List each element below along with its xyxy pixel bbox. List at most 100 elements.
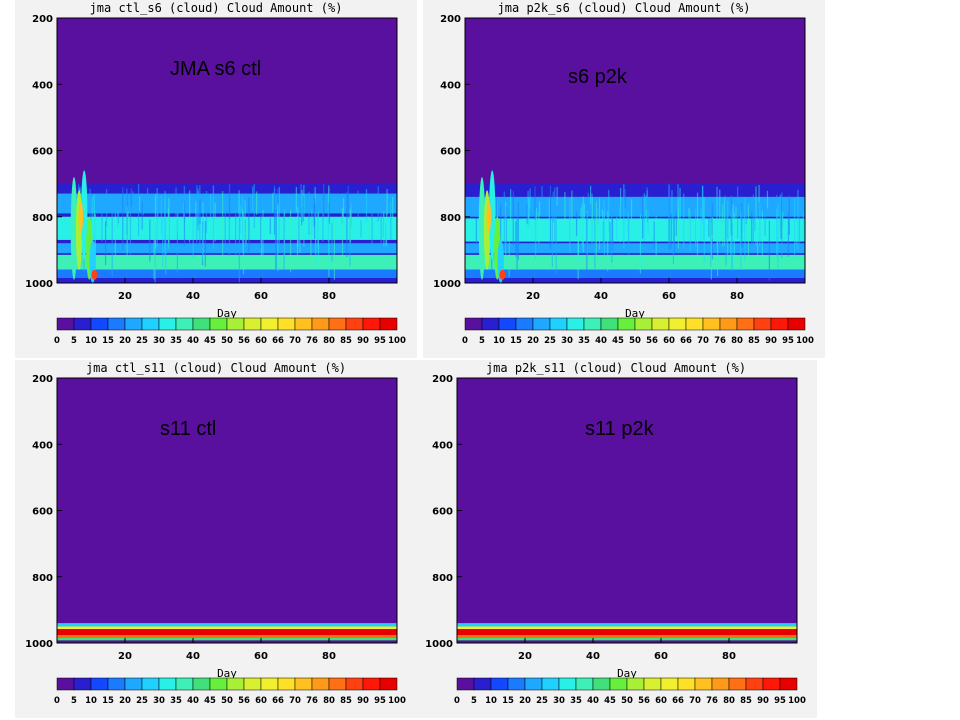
colorbar-swatch <box>192 317 211 331</box>
cloud-streak <box>740 211 742 270</box>
cloud-streak <box>766 190 769 209</box>
cloud-streak <box>346 192 348 258</box>
cloud-streak <box>390 201 392 236</box>
y-tick-label: 800 <box>432 573 453 584</box>
y-tick-label: 1000 <box>433 279 461 290</box>
colorbar-label: 56 <box>238 696 250 706</box>
cloud-streak <box>624 188 626 208</box>
colorbar-label: 90 <box>757 696 769 706</box>
colorbar-label: 5 <box>471 696 477 706</box>
cloud-streak <box>380 199 382 249</box>
colorbar-swatch <box>609 677 628 691</box>
cloud-streak <box>701 185 704 218</box>
colorbar-label: 70 <box>289 696 301 706</box>
colorbar-swatch <box>515 317 534 331</box>
cloud-streak <box>686 221 688 240</box>
colorbar-label: 66 <box>272 336 284 346</box>
panel-s6-p2k: jma p2k_s6 (cloud) Cloud Amount (%) 200 40… <box>423 0 825 358</box>
cloud-streak <box>209 193 212 218</box>
cloud-streak <box>764 209 766 236</box>
x-axis-label: Day <box>217 667 237 680</box>
cloud-streak <box>731 223 733 272</box>
cloud-streak <box>162 218 164 268</box>
cloud-streak <box>503 191 505 249</box>
cloud-streak <box>505 202 507 263</box>
colorbar-swatch <box>558 677 577 691</box>
x-tick-label: 60 <box>254 651 268 662</box>
cloud-streak <box>212 185 214 249</box>
colorbar-swatch <box>294 677 313 691</box>
cloud-band <box>465 254 805 270</box>
colorbar-swatch <box>583 317 602 331</box>
cloud-band <box>465 196 805 217</box>
y-tick-label: 1000 <box>25 639 53 650</box>
cloud-band <box>57 629 397 632</box>
y-tick-label: 1000 <box>425 639 453 650</box>
chart-title: jma ctl_s6 (cloud) Cloud Amount (%) <box>90 1 343 15</box>
overlay-label: s11 p2k <box>585 418 654 440</box>
cloud-streak <box>751 211 753 244</box>
colorbar-label: 30 <box>153 696 165 706</box>
colorbar-label: 76 <box>706 696 718 706</box>
cloud-band <box>457 631 797 636</box>
cloud-streak <box>569 198 571 254</box>
colorbar-label: 45 <box>612 336 624 346</box>
cloud-streak <box>315 211 317 265</box>
colorbar-label: 70 <box>697 336 709 346</box>
cloud-streak <box>716 219 719 277</box>
cloud-streak <box>192 217 194 258</box>
colorbar-swatch <box>498 317 517 331</box>
cloud-streak <box>619 206 621 243</box>
x-tick-label: 40 <box>594 291 608 302</box>
cloud-streak <box>745 197 747 224</box>
colorbar-swatch <box>158 677 177 691</box>
cloud-streak <box>475 218 477 244</box>
y-tick-label: 600 <box>440 147 461 158</box>
y-tick-label: 400 <box>440 80 461 91</box>
colorbar-label: 25 <box>136 336 148 346</box>
cloud-streak <box>350 202 353 227</box>
cloud-streak <box>556 186 558 206</box>
cloud-streak <box>590 185 592 205</box>
cloud-streak <box>314 186 316 204</box>
colorbar-label: 25 <box>536 696 548 706</box>
cloud-streak <box>602 220 604 246</box>
cloud-streak <box>586 212 588 270</box>
cloud-streak <box>710 221 712 280</box>
cloud-streak <box>262 209 264 262</box>
y-tick-label: 400 <box>32 80 53 91</box>
colorbar-swatch <box>277 677 296 691</box>
cloud-streak <box>93 194 95 232</box>
cloud-streak <box>582 196 584 253</box>
colorbar-swatch <box>158 317 177 331</box>
cloud-streak <box>239 205 241 234</box>
x-tick-label: 80 <box>322 291 336 302</box>
cloud-streak <box>538 212 540 244</box>
x-tick-label: 40 <box>186 291 200 302</box>
cloud-streak <box>515 221 517 257</box>
colorbar-swatch <box>175 677 194 691</box>
colorbar-swatch <box>481 317 500 331</box>
colorbar-swatch <box>736 317 755 331</box>
cloud-streak <box>130 188 132 207</box>
cloud-streak <box>244 200 246 218</box>
colorbar-swatch <box>745 677 764 691</box>
cloud-streak <box>516 216 518 269</box>
cloud-streak <box>594 208 596 269</box>
colorbar-label: 56 <box>638 696 650 706</box>
cloud-streak <box>367 216 369 236</box>
cloud-streak <box>645 196 647 240</box>
colorbar-label: 60 <box>663 336 675 346</box>
cloud-plume-core <box>78 200 83 233</box>
cloud-streak <box>639 214 642 274</box>
x-tick-label: 80 <box>722 651 736 662</box>
colorbar-label: 50 <box>629 336 641 346</box>
cloud-streak <box>759 204 761 247</box>
colorbar-label: 45 <box>204 696 216 706</box>
colorbar-swatch <box>507 677 526 691</box>
cloud-streak <box>244 219 246 246</box>
colorbar-label: 25 <box>136 696 148 706</box>
cloud-streak <box>743 215 745 230</box>
cloud-streak <box>99 194 101 212</box>
colorbar-swatch <box>345 677 364 691</box>
